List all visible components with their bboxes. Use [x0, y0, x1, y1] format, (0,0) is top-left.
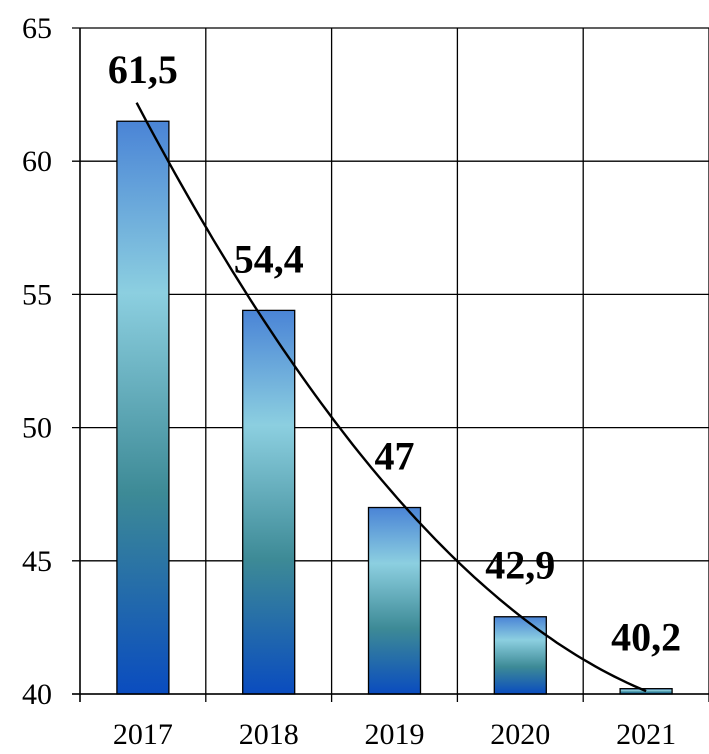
- data-label: 42,9: [485, 543, 555, 588]
- trend-layer: [135, 102, 647, 693]
- bar-2019: [367, 506, 422, 695]
- y-tick-label: 65: [22, 12, 52, 45]
- data-label: 47: [375, 434, 415, 479]
- y-tick-label: 50: [22, 412, 52, 445]
- labels-layer: 61,5 54,4 47 42,9 40,2: [108, 47, 681, 659]
- x-tick-label: 2017: [113, 718, 173, 751]
- bar-2017: [116, 120, 170, 695]
- y-tick-label: 60: [22, 145, 52, 178]
- grid-layer: [72, 27, 709, 702]
- x-tick-label: 2020: [490, 718, 550, 751]
- axes-layer: 40 45 50 55 60 65 2017 2018 2019 2020 2021: [22, 12, 709, 751]
- y-tick-label: 55: [22, 278, 52, 311]
- y-tick-label: 40: [22, 678, 52, 711]
- bar-2018: [242, 309, 296, 695]
- data-label: 54,4: [234, 236, 304, 281]
- y-tick-label: 45: [22, 545, 52, 578]
- x-tick-label: 2018: [239, 718, 299, 751]
- x-tick-label: 2019: [365, 718, 425, 751]
- data-label: 61,5: [108, 47, 178, 92]
- bars-layer: [116, 120, 673, 695]
- x-tick-label: 2021: [616, 718, 676, 751]
- data-label: 40,2: [611, 615, 681, 660]
- trendline: [135, 102, 647, 693]
